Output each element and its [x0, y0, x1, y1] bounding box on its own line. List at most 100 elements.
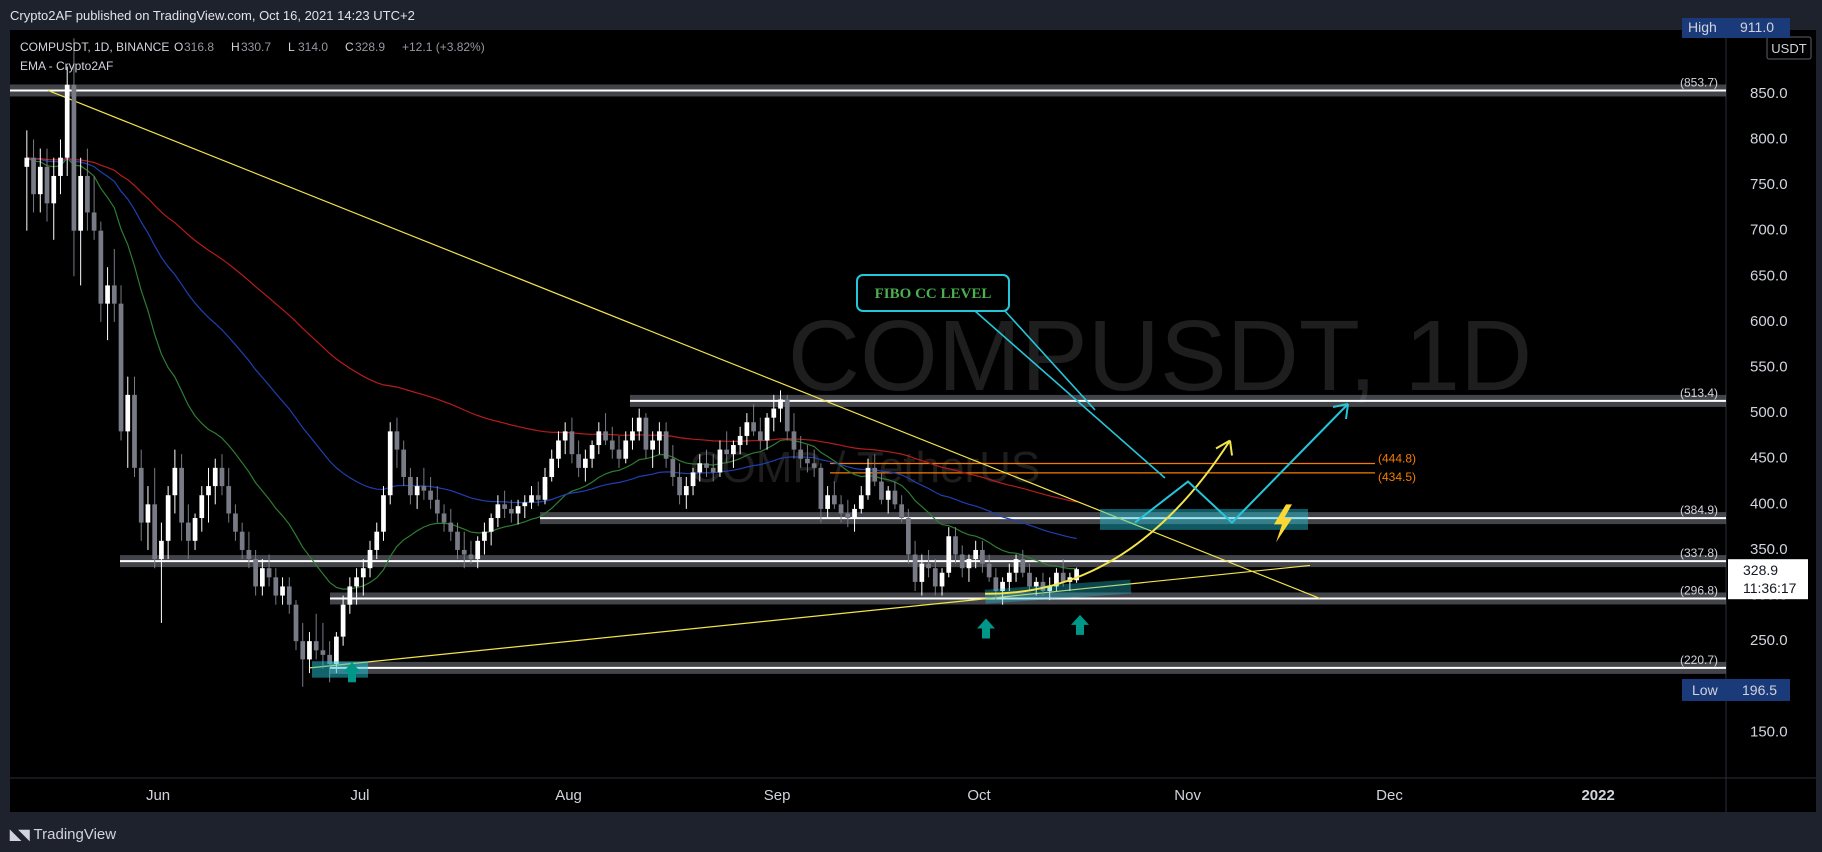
candle[interactable] [455, 531, 460, 550]
candle[interactable] [609, 440, 615, 450]
candle[interactable] [381, 495, 386, 532]
candle[interactable] [320, 650, 326, 655]
candle[interactable] [724, 449, 730, 455]
candle[interactable] [1013, 559, 1019, 573]
candle[interactable] [226, 486, 232, 514]
candle[interactable] [535, 495, 541, 500]
candle[interactable] [394, 431, 400, 450]
candle[interactable] [1074, 569, 1079, 581]
legend-indicator[interactable]: EMA - Crypto2AF [20, 59, 113, 73]
candle[interactable] [37, 166, 43, 195]
candle[interactable] [980, 549, 985, 564]
candle[interactable] [1033, 581, 1039, 587]
candle[interactable] [24, 157, 30, 167]
candle[interactable] [31, 157, 36, 195]
candle[interactable] [340, 604, 346, 637]
candle[interactable] [650, 440, 656, 450]
candle[interactable] [643, 417, 649, 450]
candle[interactable] [347, 586, 353, 605]
candle[interactable] [811, 463, 817, 468]
candle[interactable] [966, 559, 972, 569]
candle[interactable] [414, 486, 420, 496]
candle[interactable] [522, 502, 528, 507]
candle[interactable] [798, 449, 804, 459]
candle[interactable] [138, 467, 144, 523]
candle[interactable] [1054, 572, 1059, 587]
candle[interactable] [657, 431, 662, 441]
legend-symbol[interactable]: COMPUSDT, 1D, BINANCE [20, 40, 169, 54]
candle[interactable] [111, 285, 117, 304]
candle[interactable] [434, 499, 440, 514]
candle[interactable] [872, 467, 878, 482]
candle[interactable] [825, 495, 830, 509]
candle[interactable] [845, 513, 851, 519]
candle[interactable] [946, 536, 952, 573]
target-zone[interactable] [1100, 508, 1308, 530]
candle[interactable] [879, 481, 884, 500]
candle[interactable] [488, 518, 494, 532]
candle[interactable] [885, 490, 891, 500]
candle[interactable] [932, 568, 938, 587]
candle[interactable] [313, 641, 319, 651]
candle[interactable] [374, 531, 380, 550]
candle[interactable] [71, 84, 77, 231]
candle[interactable] [354, 577, 359, 587]
candle[interactable] [973, 549, 979, 560]
candle[interactable] [515, 506, 521, 514]
candle[interactable] [583, 458, 588, 468]
candle[interactable] [461, 549, 467, 555]
candle[interactable] [576, 454, 581, 468]
descending-trendline[interactable] [47, 89, 1321, 600]
candle[interactable] [805, 458, 810, 464]
candle[interactable] [152, 504, 158, 560]
candle[interactable] [98, 230, 104, 304]
candle[interactable] [677, 476, 682, 496]
candle[interactable] [293, 604, 299, 642]
candle[interactable] [502, 504, 507, 509]
candle[interactable] [212, 467, 218, 487]
candle[interactable] [508, 508, 514, 514]
candle[interactable] [744, 422, 750, 436]
candle[interactable] [1027, 572, 1032, 587]
candle[interactable] [1060, 572, 1066, 582]
candle[interactable] [852, 508, 857, 519]
candle[interactable] [764, 417, 770, 441]
candle[interactable] [58, 157, 63, 176]
candle[interactable] [731, 445, 736, 455]
candle[interactable] [912, 554, 918, 582]
candle[interactable] [906, 518, 911, 555]
candle[interactable] [51, 175, 57, 204]
candle[interactable] [993, 577, 999, 591]
candle[interactable] [556, 440, 561, 459]
candle[interactable] [185, 522, 191, 541]
candle[interactable] [697, 463, 703, 473]
candle[interactable] [589, 445, 595, 459]
candle[interactable] [1006, 572, 1012, 582]
candle[interactable] [421, 486, 427, 491]
candle[interactable] [159, 540, 164, 560]
price-axis[interactable] [1726, 30, 1816, 778]
candle[interactable] [858, 495, 864, 509]
candle[interactable] [280, 586, 285, 596]
candle[interactable] [562, 431, 568, 441]
candle[interactable] [1040, 581, 1046, 591]
candle[interactable] [475, 540, 481, 560]
candle[interactable] [192, 518, 198, 541]
candle[interactable] [239, 531, 245, 550]
candle[interactable] [360, 568, 366, 578]
candle[interactable] [663, 431, 669, 459]
candle[interactable] [959, 554, 965, 569]
candle[interactable] [717, 449, 723, 473]
candle[interactable] [778, 399, 783, 409]
candle[interactable] [919, 563, 925, 582]
fibo-label-box[interactable] [856, 274, 1010, 312]
candle[interactable] [78, 175, 84, 231]
candle[interactable] [1000, 581, 1005, 591]
candle[interactable] [44, 166, 50, 204]
candle[interactable] [367, 549, 373, 569]
candle[interactable] [1020, 559, 1026, 573]
candle[interactable] [771, 408, 777, 418]
candle[interactable] [549, 458, 555, 477]
candle[interactable] [233, 513, 238, 532]
candle[interactable] [623, 440, 629, 459]
